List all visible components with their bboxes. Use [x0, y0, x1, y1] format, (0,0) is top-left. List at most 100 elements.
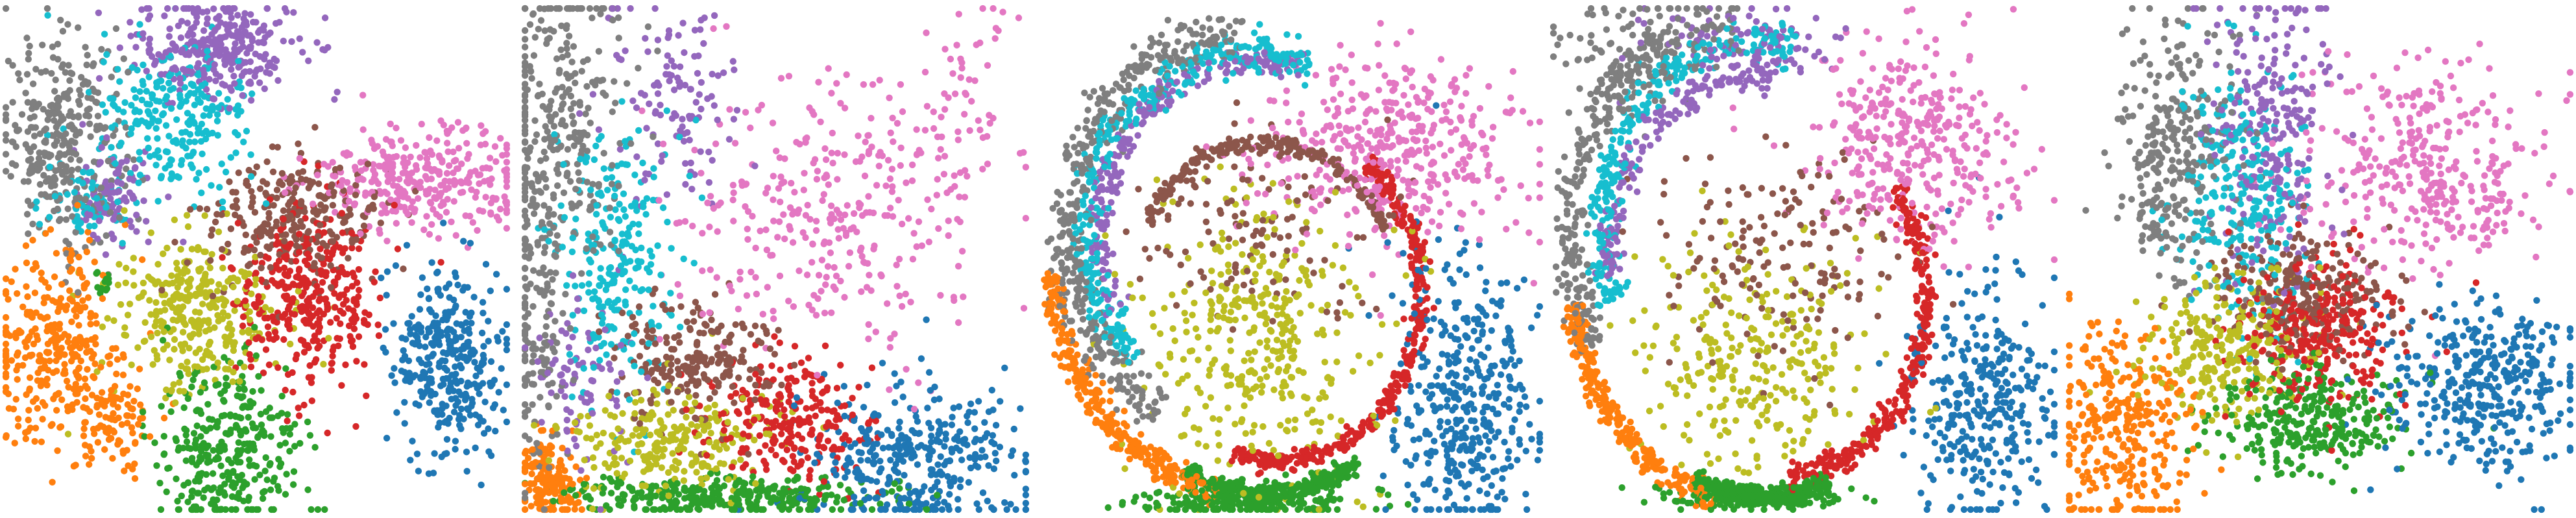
- scatter-point: [421, 149, 428, 156]
- scatter-point: [330, 245, 337, 253]
- scatter-point: [115, 414, 122, 421]
- scatter-point: [121, 207, 128, 214]
- scatter-point: [275, 280, 282, 288]
- scatter-point: [735, 374, 742, 382]
- scatter-point: [837, 277, 844, 285]
- scatter-point: [345, 254, 352, 262]
- scatter-point: [317, 288, 324, 295]
- scatter-point: [543, 313, 550, 321]
- scatter-point: [770, 315, 777, 323]
- scatter-point: [210, 5, 217, 12]
- scatter-point: [948, 421, 956, 428]
- scatter-point: [820, 191, 828, 198]
- scatter-point: [646, 431, 654, 439]
- scatter-point: [964, 173, 971, 180]
- scatter-point: [923, 29, 930, 36]
- scatter-point: [359, 92, 367, 99]
- scatter-point: [607, 366, 614, 373]
- scatter-point: [188, 317, 195, 325]
- scatter-point: [435, 424, 442, 431]
- scatter-point: [426, 328, 433, 336]
- scatter-point: [262, 51, 269, 58]
- scatter-point: [487, 287, 494, 295]
- scatter-point: [164, 5, 171, 12]
- scatter-point: [483, 164, 490, 171]
- scatter-point: [282, 386, 289, 394]
- scatter-point: [690, 260, 698, 267]
- scatter-point: [287, 212, 294, 219]
- scatter-point: [221, 61, 228, 68]
- scatter-point: [230, 73, 237, 80]
- scatter-point: [336, 164, 344, 171]
- scatter-point: [552, 269, 559, 277]
- scatter-point: [166, 356, 173, 364]
- scatter-point: [171, 238, 178, 246]
- scatter-point: [174, 497, 181, 505]
- scatter-point: [190, 9, 198, 16]
- scatter-point: [29, 236, 36, 244]
- scatter-point: [291, 311, 298, 318]
- scatter-point: [824, 438, 832, 445]
- scatter-point: [219, 198, 226, 205]
- scatter-point: [612, 206, 619, 214]
- scatter-point: [729, 58, 737, 65]
- scatter-point: [415, 467, 422, 475]
- scatter-point: [212, 497, 220, 504]
- scatter-point: [281, 5, 289, 12]
- scatter-point: [245, 339, 252, 346]
- scatter-point: [152, 107, 159, 114]
- scatter-point: [199, 356, 206, 364]
- scatter-point: [158, 77, 165, 84]
- scatter-point: [32, 325, 39, 332]
- scatter-point: [252, 269, 260, 277]
- scatter-point: [958, 59, 966, 66]
- scatter-point: [841, 151, 848, 158]
- scatter-point: [278, 425, 286, 432]
- scatter-point: [224, 95, 231, 103]
- scatter-point: [82, 382, 89, 389]
- scatter-point: [136, 88, 143, 95]
- scatter-point: [111, 382, 119, 390]
- scatter-point: [643, 125, 650, 132]
- scatter-point: [320, 360, 327, 368]
- scatter-point: [879, 360, 886, 367]
- scatter-point: [234, 458, 241, 466]
- scatter-point: [66, 295, 73, 302]
- scatter-point: [452, 376, 459, 384]
- scatter-point: [471, 358, 478, 366]
- scatter-point: [14, 415, 22, 423]
- scatter-point: [393, 409, 400, 416]
- scatter-point: [464, 343, 472, 350]
- scatter-point: [278, 410, 286, 417]
- scatter-point: [162, 279, 169, 287]
- scatter-point: [74, 352, 81, 360]
- scatter-point: [352, 191, 359, 199]
- scatter-point: [132, 43, 140, 51]
- scatter-point: [212, 456, 219, 463]
- scatter-point: [730, 217, 737, 225]
- scatter-point: [346, 333, 354, 340]
- scatter-point: [869, 81, 877, 88]
- scatter-point: [552, 317, 559, 325]
- scatter-point: [154, 356, 161, 363]
- scatter-point: [217, 462, 225, 469]
- scatter-point: [973, 500, 980, 508]
- scatter-point: [833, 80, 840, 87]
- scatter-point: [288, 227, 295, 234]
- scatter-point: [42, 137, 49, 144]
- scatter-point: [934, 176, 941, 183]
- scatter-point: [521, 105, 529, 112]
- scatter-point: [311, 123, 319, 131]
- scatter-point: [305, 280, 312, 287]
- scatter-point: [90, 425, 97, 433]
- scatter-point: [480, 430, 488, 437]
- scatter-point: [154, 147, 162, 154]
- scatter-point: [338, 382, 345, 389]
- scatter-point: [184, 32, 191, 39]
- scatter-point: [165, 162, 173, 169]
- scatter-point: [177, 293, 184, 301]
- scatter-point: [774, 234, 781, 241]
- scatter-point: [158, 112, 166, 119]
- scatter-point: [800, 186, 808, 193]
- scatter-point: [161, 12, 168, 19]
